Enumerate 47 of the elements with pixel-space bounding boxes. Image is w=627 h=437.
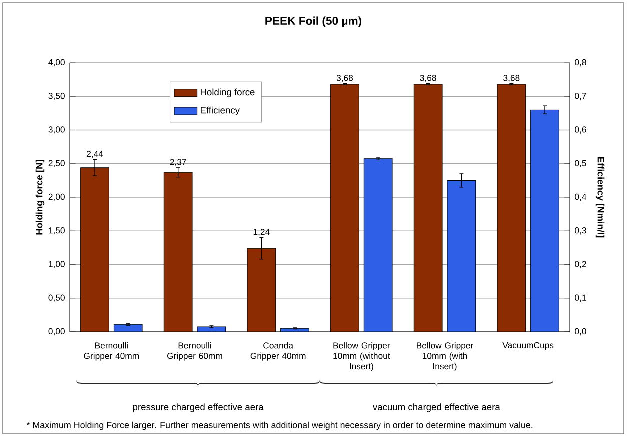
y-axis-title: Holding force [N] (36, 160, 45, 235)
bar (330, 84, 360, 332)
y2-tick-label: 0,8 (575, 59, 586, 67)
y-tick-label: 1,00 (49, 261, 65, 268)
y-tick-label: 2,00 (48, 194, 65, 202)
y-tick-label: 4,00 (48, 59, 65, 67)
x-tick-label: Bernoulli Gripper 40mm (84, 342, 140, 361)
y2-tick-label: 0,2 (575, 261, 586, 268)
y-tick-label: 2,50 (48, 160, 65, 168)
text: vacuum charged effective aera (372, 404, 500, 412)
x-tick-label: Coanda Gripper 40mm (250, 342, 306, 361)
bar (80, 168, 110, 332)
x-tick-label: Bernoulli Gripper 60mm (168, 342, 222, 361)
y-tick-label: 1,50 (49, 228, 65, 235)
y2-tick-label: 0,4 (575, 194, 587, 202)
bar (530, 110, 560, 332)
x-tick-label: VacuumCups (502, 342, 554, 350)
bar (497, 84, 526, 332)
y2-tick-label: 0,1 (575, 294, 586, 302)
bar (248, 248, 276, 332)
x-tick-label: Bellow Gripper 10mm (without Insert) (334, 342, 390, 372)
data-label: 3,68 (504, 75, 520, 82)
y-tick-label: 3,50 (48, 93, 65, 100)
bar (164, 172, 193, 332)
data-label: 3,68 (336, 75, 354, 82)
data-label: 3,68 (420, 75, 436, 82)
x-tick-label: Bellow Gripper 10mm (with Insert) (417, 342, 474, 372)
legend-label: Efficiency (201, 106, 240, 116)
y2-tick-label: 0,3 (575, 228, 586, 235)
y2-tick-label: 0,7 (575, 93, 586, 100)
data-label: 2,37 (170, 159, 186, 166)
y2-axis-title: Efficiency [Nmin/l] (596, 157, 605, 238)
chart-title: PEEK Foil (50 µm) (266, 16, 362, 28)
y2-tick-label: 0,5 (575, 160, 586, 168)
bar (448, 180, 476, 332)
data-label: 1,24 (254, 229, 270, 236)
y-tick-label: 0,00 (48, 328, 65, 336)
y-tick-label: 0,50 (48, 294, 65, 302)
y2-tick-label: 0,0 (575, 328, 586, 336)
bar (364, 158, 393, 332)
text: * Maximum Holding Force larger. Further measurements with additional weight necessary in order to determine maximum value. (26, 422, 533, 430)
bar (414, 84, 443, 332)
y2-tick-label: 0,6 (575, 126, 586, 134)
text: pressure charged effective aera (133, 404, 264, 412)
data-label: 2,44 (87, 151, 104, 158)
legend-label: Holding force (201, 88, 255, 98)
y-tick-label: 3,00 (48, 126, 65, 134)
